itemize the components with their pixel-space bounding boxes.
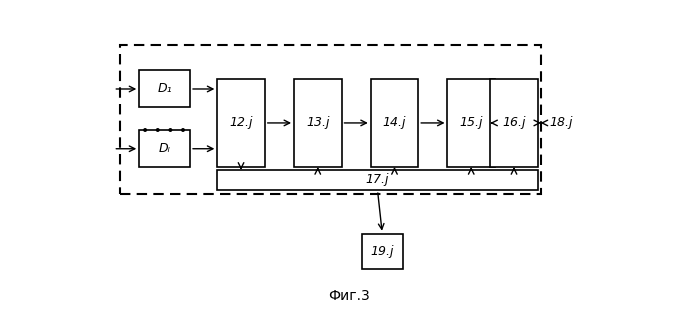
Text: Dₗ: Dₗ — [158, 142, 170, 155]
Text: 19.j: 19.j — [371, 245, 394, 258]
Text: 12.j: 12.j — [229, 116, 253, 129]
Bar — [139, 130, 190, 167]
Text: 13.j: 13.j — [306, 116, 329, 129]
Text: 18.j: 18.j — [549, 116, 573, 129]
Text: 16.j: 16.j — [503, 116, 526, 129]
Text: Фиг.3: Фиг.3 — [328, 289, 370, 303]
Bar — [490, 79, 537, 167]
Text: 15.j: 15.j — [459, 116, 483, 129]
Text: • • • •: • • • • — [141, 124, 187, 138]
Bar — [362, 234, 403, 269]
Bar — [120, 45, 541, 194]
Text: 14.j: 14.j — [383, 116, 406, 129]
Bar — [217, 170, 537, 190]
Bar — [217, 79, 265, 167]
Bar — [139, 70, 190, 107]
Text: 17.j: 17.j — [366, 173, 389, 186]
Bar — [371, 79, 418, 167]
Bar — [447, 79, 495, 167]
Text: D₁: D₁ — [157, 82, 172, 95]
Bar — [294, 79, 341, 167]
